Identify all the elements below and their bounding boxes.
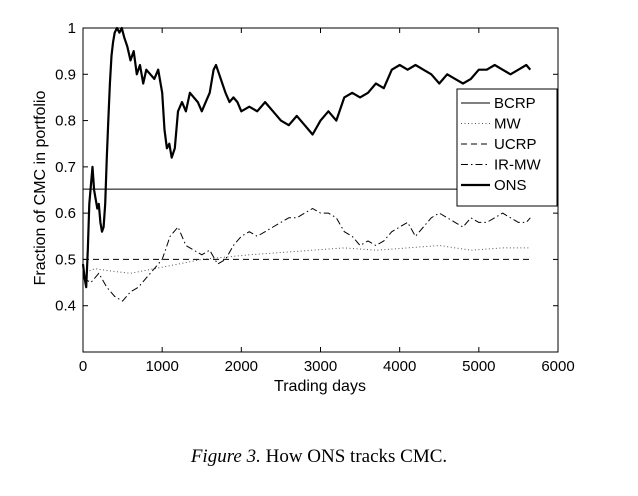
legend: BCRP MW UCRP IR-MW ONS — [456, 88, 558, 207]
series-line-mw — [82, 245, 531, 274]
x-tick-label: 0 — [79, 358, 87, 375]
legend-label-mw: MW — [494, 116, 521, 133]
legend-label-ir-mw: IR-MW — [494, 157, 541, 174]
ticks-layer: 0 1000 2000 3000 4000 5000 6000 0.4 0.5 0.6 0.7 0.8… — [55, 20, 575, 375]
x-tick-label: 5000 — [462, 358, 495, 375]
x-tick-label: 2000 — [225, 358, 258, 375]
x-tick-label: 4000 — [383, 358, 416, 375]
legend-label-ucrp: UCRP — [494, 136, 537, 153]
series-line-ir-mw — [82, 208, 531, 302]
series-line-ons — [81, 26, 532, 289]
y-tick-label: 0.7 — [55, 159, 76, 176]
y-tick-label: 0.6 — [55, 205, 76, 222]
y-tick-label: 0.9 — [55, 66, 76, 83]
series-layer — [81, 26, 532, 302]
x-tick-label: 1000 — [145, 358, 178, 375]
legend-label-bcrp: BCRP — [494, 95, 536, 112]
line-chart: 0 1000 2000 3000 4000 5000 6000 0.4 0.5 0.6 0.7 0.8… — [32, 20, 575, 395]
y-tick-label: 0.8 — [55, 113, 76, 130]
y-axis-label: Fraction of CMC in portfolio — [32, 91, 49, 286]
figure-caption: Figure 3. How ONS tracks CMC. — [0, 446, 638, 468]
caption-label: Figure 3. — [190, 446, 261, 467]
y-tick-label: 0.4 — [55, 298, 76, 315]
y-tick-label: 1 — [68, 20, 76, 37]
legend-label-ons: ONS — [494, 177, 527, 194]
x-tick-label: 6000 — [541, 358, 574, 375]
x-axis-label: Trading days — [274, 378, 366, 395]
caption-text: How ONS tracks CMC. — [265, 446, 448, 467]
y-tick-label: 0.5 — [55, 251, 76, 268]
legend-box — [456, 88, 558, 207]
x-tick-label: 3000 — [304, 358, 337, 375]
